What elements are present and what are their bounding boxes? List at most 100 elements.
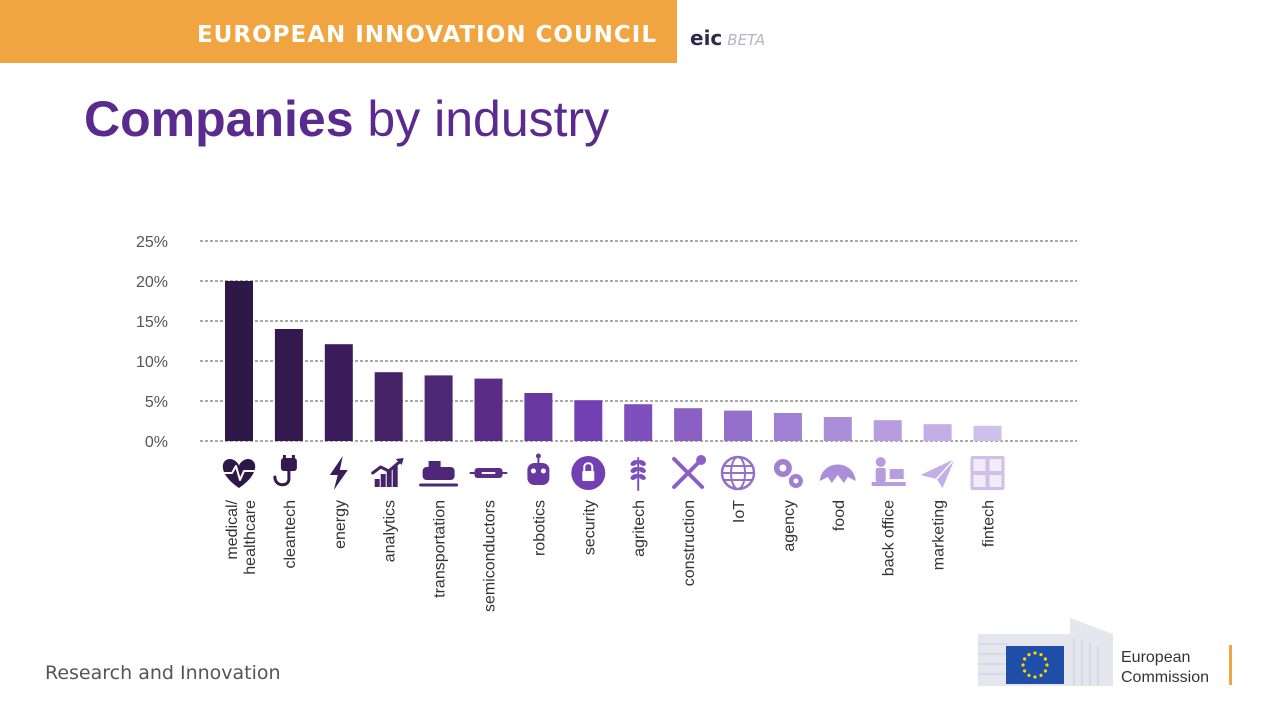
paper-plane-icon xyxy=(920,458,956,488)
bar xyxy=(923,424,952,441)
bar xyxy=(524,393,553,441)
category-label: energy xyxy=(332,500,349,549)
page-title: Companies by industry xyxy=(84,90,609,148)
lightning-icon xyxy=(329,456,348,490)
y-tick-label: 10% xyxy=(136,354,168,371)
eic-beta-label: BETA xyxy=(727,31,766,49)
category-label: robotics xyxy=(531,500,548,556)
train-icon xyxy=(419,461,459,487)
globe-icon xyxy=(720,455,756,491)
chart-bars xyxy=(225,281,1002,441)
ec-accent-bar xyxy=(1229,645,1232,685)
eu-stars-icon xyxy=(1021,651,1049,679)
category-label-text: agency xyxy=(781,500,798,552)
category-label-text: cleantech xyxy=(282,500,299,569)
category-label: construction xyxy=(681,500,698,586)
eu-star xyxy=(1045,663,1049,667)
eu-star xyxy=(1023,657,1027,661)
gears-icon xyxy=(773,459,803,488)
category-label: security xyxy=(581,500,598,555)
page-title-bold: Companies xyxy=(84,91,354,147)
bar xyxy=(823,417,852,441)
bar xyxy=(724,410,752,441)
eu-star xyxy=(1027,673,1031,677)
eu-star xyxy=(1033,651,1037,655)
page-title-rest: by industry xyxy=(353,91,610,147)
eu-star xyxy=(1023,669,1027,673)
ec-wordmark-line2: Commission xyxy=(1121,669,1210,686)
bar xyxy=(424,375,453,441)
category-label-text: construction xyxy=(681,500,698,586)
category-label-text: transportation xyxy=(432,500,449,598)
lock-icon xyxy=(571,456,606,490)
category-label-text: IoT xyxy=(731,500,748,523)
category-label-text: energy xyxy=(332,500,349,549)
category-label-text: robotics xyxy=(531,500,548,556)
bar xyxy=(474,378,503,441)
croissant-icon xyxy=(819,464,856,483)
eu-star xyxy=(1033,675,1037,679)
category-label: agency xyxy=(781,500,798,552)
chart-y-axis: 0% 5% 10% 15% 20% 25% xyxy=(136,234,168,451)
eu-star xyxy=(1043,669,1047,673)
bar xyxy=(674,408,703,441)
category-label-text: fintech xyxy=(981,500,998,547)
category-label: cleantech xyxy=(282,500,299,569)
bar xyxy=(624,404,653,441)
category-label: IoT xyxy=(731,500,748,523)
chip-icon xyxy=(469,468,508,478)
category-label: marketing xyxy=(931,500,948,570)
ec-wordmark-line1: European xyxy=(1121,649,1191,666)
eu-star xyxy=(1039,653,1043,657)
banner-title: EUROPEAN INNOVATION COUNCIL xyxy=(196,22,657,48)
y-tick-label: 25% xyxy=(136,234,168,251)
header-banner: EUROPEAN INNOVATION COUNCIL xyxy=(0,0,677,63)
bar xyxy=(973,425,1002,441)
y-tick-label: 15% xyxy=(136,314,168,331)
y-tick-label: 0% xyxy=(145,434,168,451)
plug-icon xyxy=(273,455,297,487)
chart-up-icon xyxy=(371,458,404,487)
bar xyxy=(274,329,303,441)
bar xyxy=(773,413,802,441)
y-tick-label: 5% xyxy=(145,394,168,411)
eu-star xyxy=(1043,657,1047,661)
category-label-text: food xyxy=(831,500,848,531)
category-label-text: analytics xyxy=(382,500,399,562)
category-label-text: medical/ xyxy=(224,499,241,559)
bar xyxy=(374,372,403,441)
category-label-text: semiconductors xyxy=(482,500,499,612)
chart-category-icons xyxy=(222,453,1005,491)
eu-star xyxy=(1027,653,1031,657)
bar xyxy=(574,400,603,441)
category-label: agritech xyxy=(631,500,648,557)
wheat-icon xyxy=(630,457,646,491)
eu-star xyxy=(1039,673,1043,677)
category-label: fintech xyxy=(981,500,998,547)
ec-wordmark: European Commission xyxy=(1121,648,1209,688)
eu-star xyxy=(1021,663,1025,667)
european-commission-logo xyxy=(978,618,1113,686)
eic-logo: eic BETA xyxy=(690,26,765,50)
category-label: food xyxy=(831,500,848,531)
calculator-icon xyxy=(970,456,1005,490)
robot-icon xyxy=(527,453,550,485)
desk-worker-icon xyxy=(871,457,906,486)
category-label-text: back office xyxy=(881,500,898,576)
category-label: analytics xyxy=(382,500,399,562)
category-label-text: agritech xyxy=(631,500,648,557)
category-label-text: security xyxy=(581,500,598,555)
category-label: transportation xyxy=(432,500,449,598)
bar xyxy=(324,344,353,441)
category-label: semiconductors xyxy=(482,500,499,612)
chart-category-labels: medical/healthcare cleantech energy analyti… xyxy=(224,499,998,612)
footer-research-innovation: Research and Innovation xyxy=(45,662,281,684)
category-label-text: marketing xyxy=(931,500,948,570)
bar xyxy=(225,281,253,441)
eic-logo-text: eic xyxy=(690,26,723,50)
category-label: back office xyxy=(881,500,898,576)
heart-pulse-icon xyxy=(222,459,256,488)
bar xyxy=(873,420,902,441)
category-label-text: healthcare xyxy=(242,500,259,575)
